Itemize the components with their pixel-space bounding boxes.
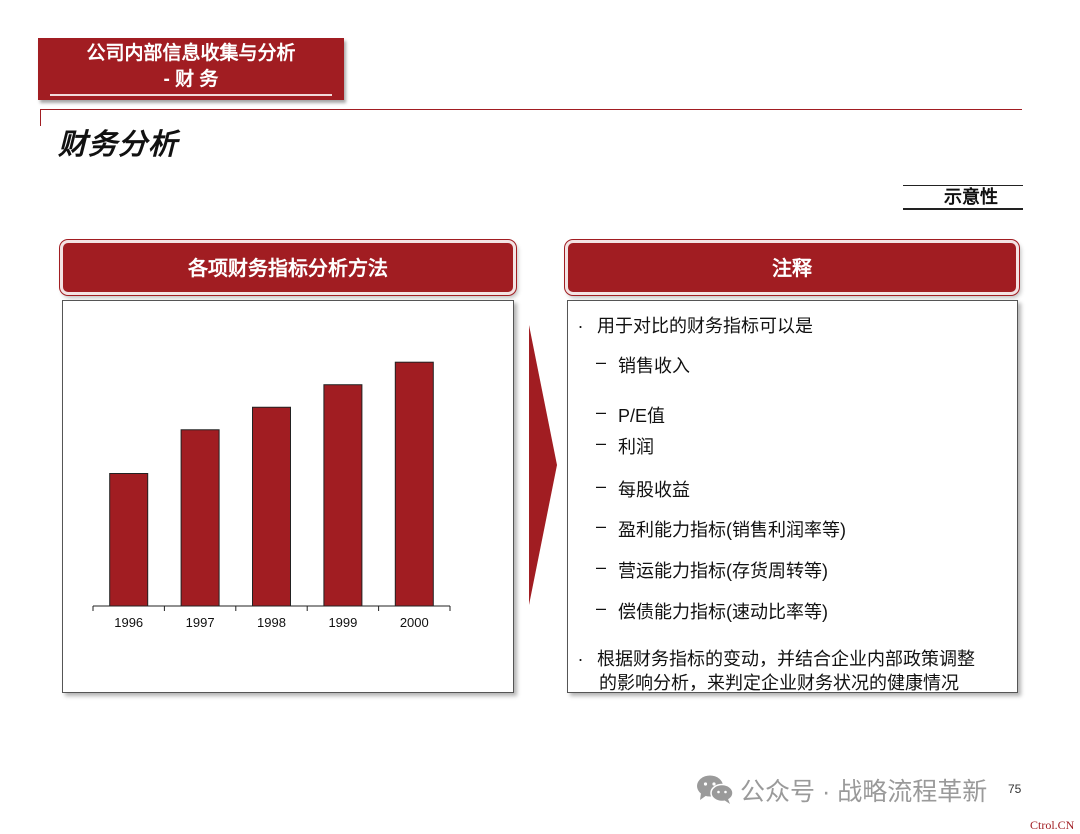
arrow-right-icon bbox=[529, 325, 557, 605]
x-tick-label: 1997 bbox=[186, 615, 215, 630]
dash-marker: – bbox=[596, 402, 607, 422]
dash-marker: – bbox=[596, 476, 607, 496]
header-rule-tick bbox=[40, 109, 41, 126]
dash-marker: – bbox=[596, 557, 607, 577]
left-panel-header: 各项财务指标分析方法 bbox=[60, 240, 516, 295]
header-rule bbox=[40, 109, 1022, 110]
page-number: 75 bbox=[1008, 782, 1022, 796]
x-tick-label: 1998 bbox=[257, 615, 286, 630]
right-panel-header: 注释 bbox=[565, 240, 1019, 295]
bar-1996 bbox=[109, 473, 149, 607]
bar-1999 bbox=[323, 384, 363, 607]
bullet-marker: . bbox=[578, 312, 584, 332]
section-tab: 公司内部信息收集与分析 - 财 务 bbox=[38, 38, 344, 100]
dash-marker: – bbox=[596, 598, 607, 618]
notes-panel: . 用于对比的财务指标可以是 – 销售收入 – P/E值 – 利润 – 每股收益… bbox=[567, 300, 1018, 693]
page-title: 财务分析 bbox=[58, 129, 179, 161]
x-tick-label: 1996 bbox=[114, 615, 143, 630]
bar-chart: 1996 1997 1998 1999 2000 bbox=[92, 361, 451, 630]
bar-1998 bbox=[252, 406, 291, 607]
x-tick-label: 1999 bbox=[328, 615, 357, 630]
note-sub-text: 营运能力指标(存货周转等) bbox=[618, 561, 828, 581]
chart-panel: 1996 1997 1998 1999 2000 bbox=[62, 300, 514, 693]
corner-mark: Ctrol.CN bbox=[1030, 818, 1075, 832]
dash-marker: – bbox=[596, 516, 607, 536]
notes-list: . 用于对比的财务指标可以是 – 销售收入 – P/E值 – 利润 – 每股收益… bbox=[568, 301, 1017, 693]
note-text: 的影响分析，来判定企业财务状况的健康情况 bbox=[599, 673, 959, 693]
note-sub-text: 每股收益 bbox=[618, 480, 690, 500]
note-sub-text: P/E值 bbox=[618, 406, 666, 426]
note-sub-text: 盈利能力指标(销售利润率等) bbox=[618, 520, 846, 540]
watermark-text: 公众号 · 战略流程革新 bbox=[740, 778, 988, 806]
dash-marker: – bbox=[596, 352, 607, 372]
section-tab-underline bbox=[50, 94, 332, 96]
note-sub-text: 偿债能力指标(速动比率等) bbox=[618, 602, 828, 622]
bullet-marker: . bbox=[578, 645, 584, 665]
wechat-icon bbox=[697, 775, 734, 804]
section-title-line1: 公司内部信息收集与分析 bbox=[86, 43, 296, 64]
note-sub-text: 利润 bbox=[618, 437, 654, 457]
note-text: 根据财务指标的变动，并结合企业内部政策调整 bbox=[597, 649, 975, 669]
x-tick-label: 2000 bbox=[400, 615, 429, 630]
watermark: 公众号 · 战略流程革新 bbox=[696, 772, 987, 808]
bar-2000 bbox=[394, 361, 434, 607]
illustrative-badge: 示意性 bbox=[903, 185, 1023, 210]
note-sub-text: 销售收入 bbox=[618, 356, 690, 376]
section-title-line2: - 财 务 bbox=[163, 69, 219, 90]
dash-marker: – bbox=[596, 433, 607, 453]
note-text: 用于对比的财务指标可以是 bbox=[597, 316, 813, 336]
bar-1997 bbox=[180, 429, 220, 607]
